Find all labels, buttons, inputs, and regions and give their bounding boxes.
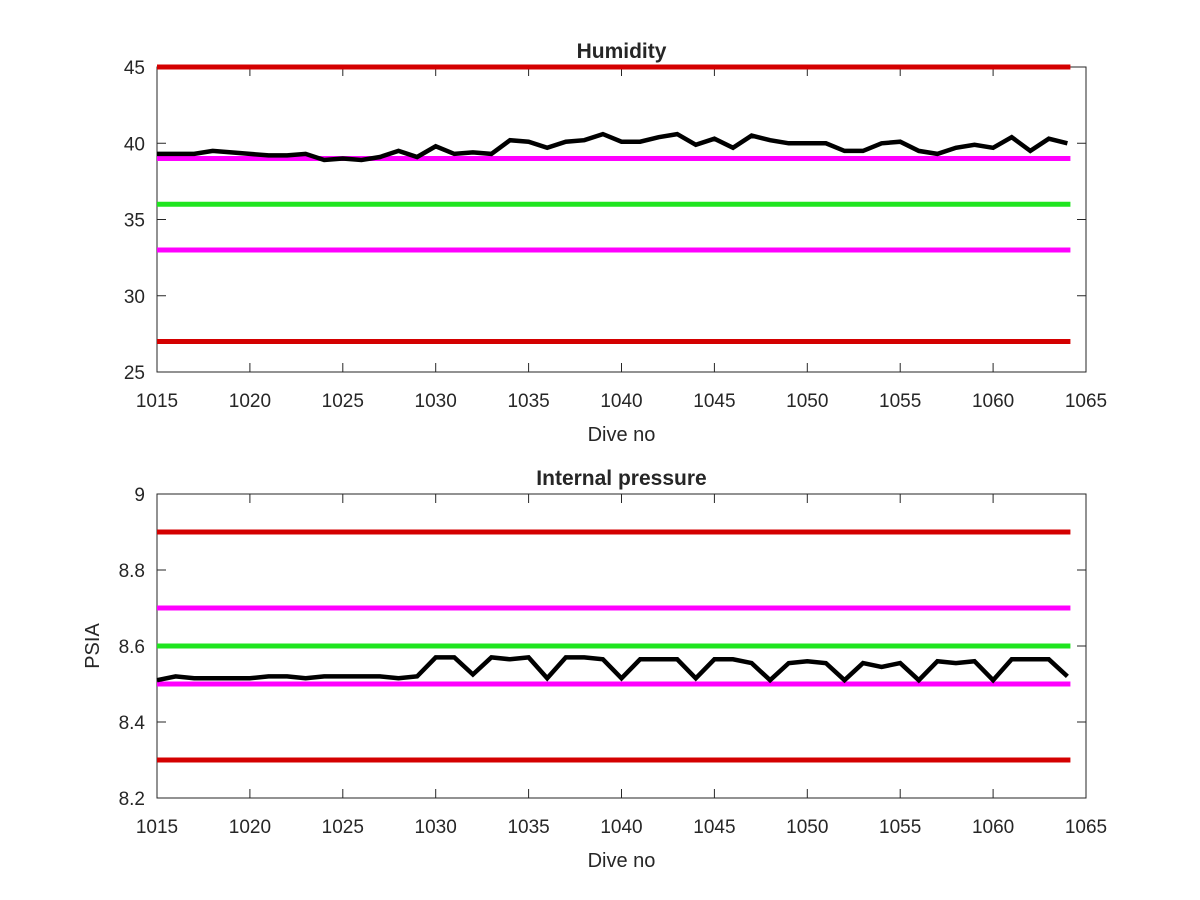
x-tick-label: 1065 (1065, 391, 1107, 412)
x-tick-label: 1060 (972, 391, 1014, 412)
chart-panels: 1015 1020 1025 1030 1035 1040 1045 1050 1055 1060… (82, 40, 1107, 872)
y-tick-label: 35 (124, 211, 145, 232)
y-tick-label: 9 (134, 485, 145, 506)
x-tick-label: 1035 (507, 391, 549, 412)
chart-panel-2: 1015 1020 1025 1030 1035 1040 1045 1050 1055 1060… (82, 467, 1107, 872)
x-tick-label: 1040 (600, 391, 642, 412)
y-tick-label: 25 (124, 363, 145, 384)
y-tick-label: 8.8 (119, 561, 145, 582)
x-tick-label: 1025 (322, 817, 364, 838)
x-tick-label: 1040 (600, 817, 642, 838)
x-tick-label: 1050 (786, 391, 828, 412)
chart-title: Humidity (577, 40, 667, 63)
x-axis-label: Dive no (588, 424, 656, 446)
y-tick-label: 8.4 (119, 713, 146, 734)
x-tick-label: 1045 (693, 391, 735, 412)
x-tick-label: 1020 (229, 817, 271, 838)
y-tick-label: 30 (124, 287, 145, 308)
y-tick-label: 40 (124, 134, 145, 155)
x-tick-label: 1055 (879, 817, 921, 838)
data-series-line (157, 131, 1068, 163)
chart-title: Internal pressure (536, 467, 706, 490)
y-tick-label: 8.2 (119, 789, 145, 810)
x-tick-label: 1065 (1065, 817, 1107, 838)
chart-panel-1: 1015 1020 1025 1030 1035 1040 1045 1050 1055 1060… (124, 40, 1107, 446)
y-tick-label: 8.6 (119, 637, 145, 658)
y-tick-label: 45 (124, 58, 145, 79)
x-tick-label: 1055 (879, 391, 921, 412)
x-tick-label: 1015 (136, 817, 178, 838)
x-tick-label: 1025 (322, 391, 364, 412)
x-tick-label: 1030 (415, 391, 457, 412)
x-tick-label: 1030 (415, 817, 457, 838)
x-axis-label: Dive no (588, 850, 656, 872)
y-axis-label: PSIA (82, 623, 104, 669)
x-tick-label: 1020 (229, 391, 271, 412)
x-tick-label: 1035 (507, 817, 549, 838)
x-tick-label: 1045 (693, 817, 735, 838)
x-tick-label: 1050 (786, 817, 828, 838)
x-tick-label: 1060 (972, 817, 1014, 838)
data-series-line (156, 655, 1069, 684)
x-tick-label: 1015 (136, 391, 178, 412)
